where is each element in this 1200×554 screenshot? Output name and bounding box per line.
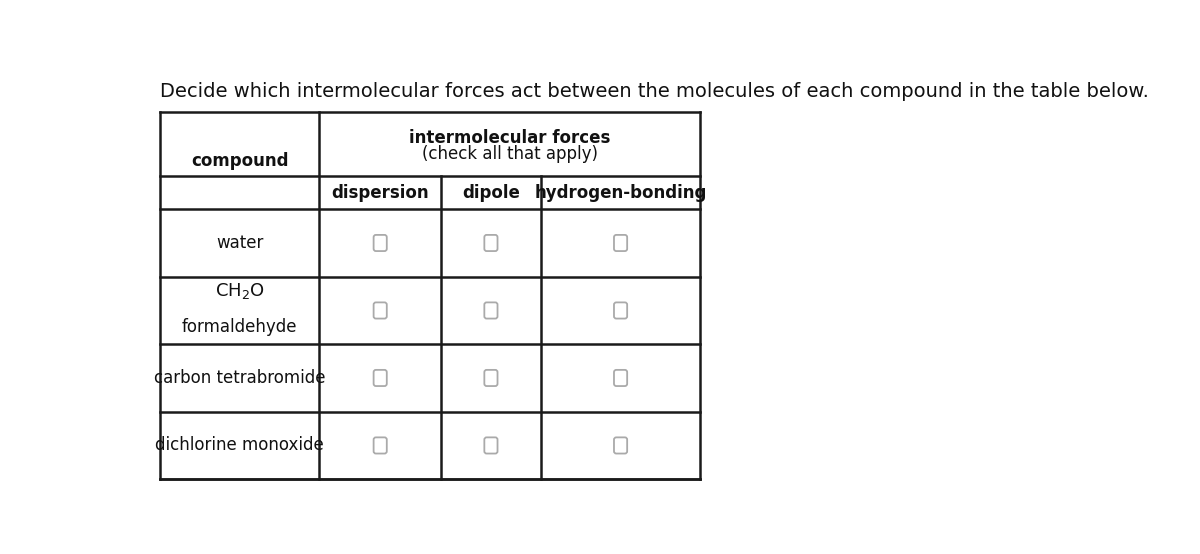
Text: carbon tetrabromide: carbon tetrabromide: [154, 369, 325, 387]
FancyBboxPatch shape: [485, 370, 498, 386]
Text: CH$_2$O: CH$_2$O: [215, 281, 265, 301]
FancyBboxPatch shape: [373, 235, 386, 251]
FancyBboxPatch shape: [614, 302, 628, 319]
Text: (check all that apply): (check all that apply): [422, 145, 598, 163]
Text: intermolecular forces: intermolecular forces: [409, 129, 611, 147]
FancyBboxPatch shape: [485, 302, 498, 319]
FancyBboxPatch shape: [485, 235, 498, 251]
Text: Decide which intermolecular forces act between the molecules of each compound in: Decide which intermolecular forces act b…: [160, 81, 1148, 101]
FancyBboxPatch shape: [614, 437, 628, 454]
Text: dipole: dipole: [462, 184, 520, 202]
Text: compound: compound: [191, 152, 288, 170]
FancyBboxPatch shape: [614, 235, 628, 251]
Text: hydrogen-bonding: hydrogen-bonding: [534, 184, 707, 202]
Text: water: water: [216, 234, 264, 252]
FancyBboxPatch shape: [373, 302, 386, 319]
FancyBboxPatch shape: [373, 437, 386, 454]
Text: dichlorine monoxide: dichlorine monoxide: [155, 437, 324, 454]
FancyBboxPatch shape: [373, 370, 386, 386]
FancyBboxPatch shape: [485, 437, 498, 454]
Text: formaldehyde: formaldehyde: [182, 319, 298, 336]
Text: dispersion: dispersion: [331, 184, 430, 202]
FancyBboxPatch shape: [614, 370, 628, 386]
